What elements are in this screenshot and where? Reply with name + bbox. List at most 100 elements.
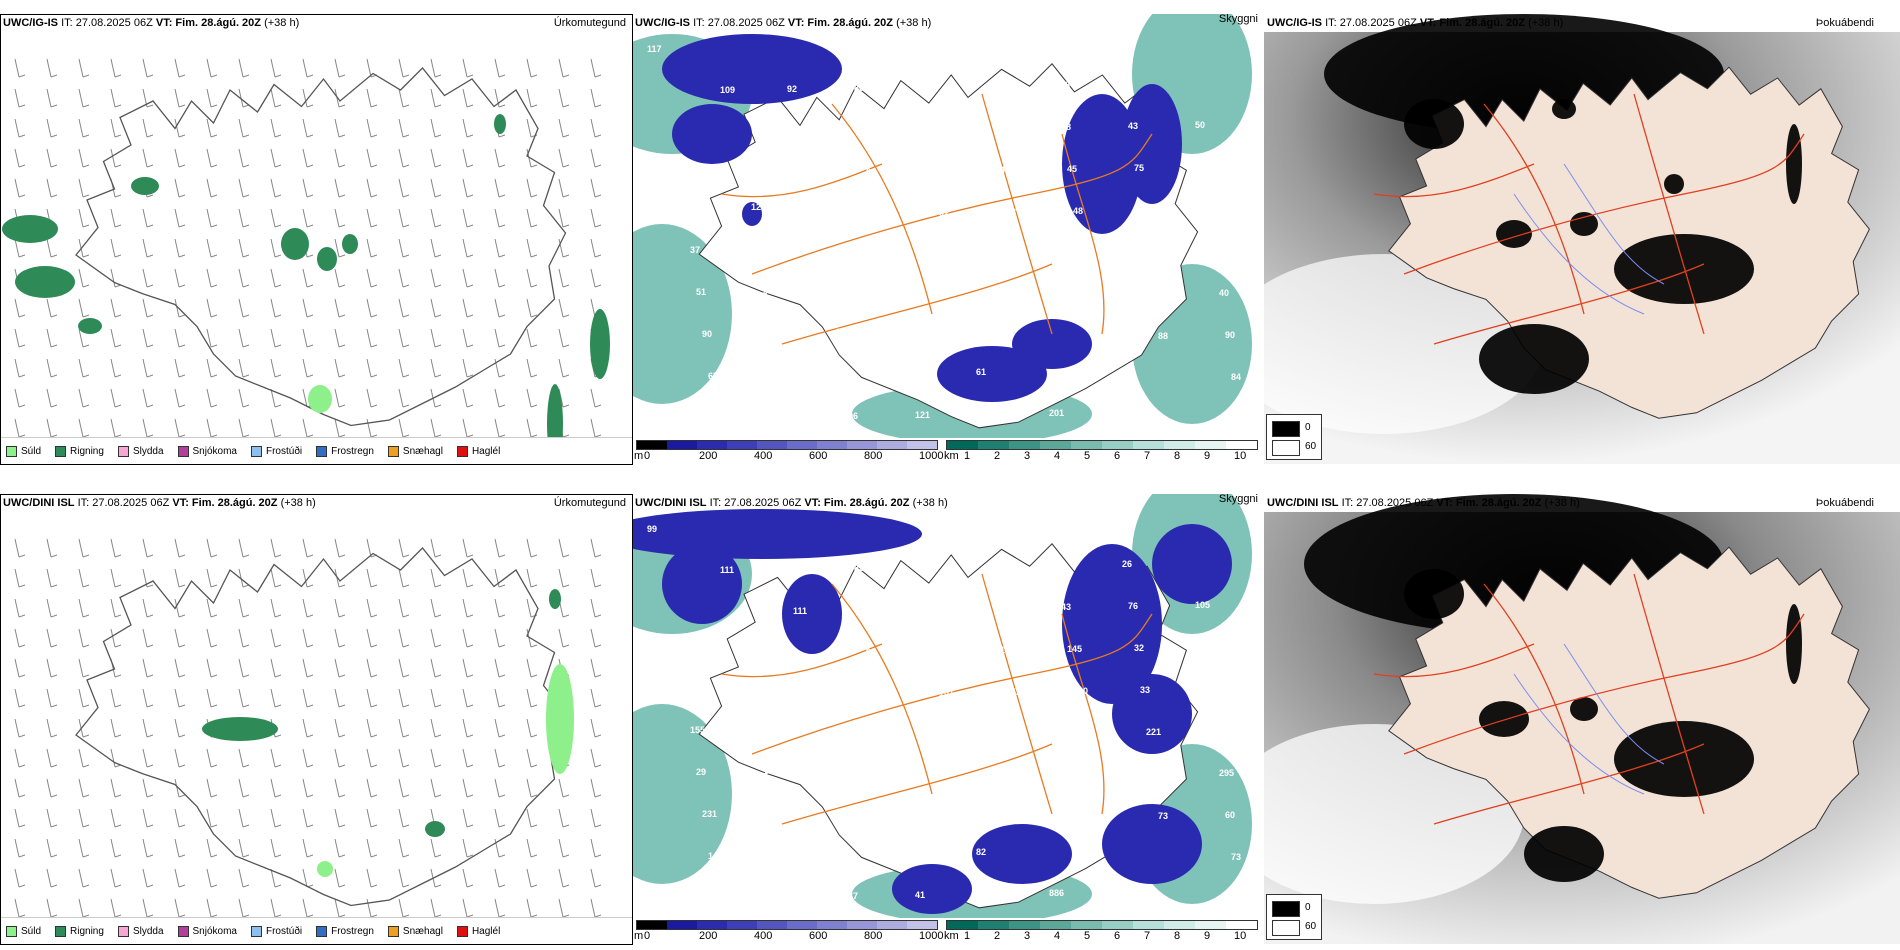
cloud-base-value: 100: [1073, 686, 1089, 696]
colorbar-tick: 10: [1234, 930, 1247, 942]
legend-swatch: [117, 925, 129, 937]
legend-item: Snjókoma: [177, 925, 237, 937]
rain-areas: [2, 114, 610, 464]
rain-area: [546, 664, 574, 774]
valid-label: VT:: [1419, 17, 1437, 29]
cloud-base-value: 43: [1061, 602, 1072, 612]
legend-item: Snjókoma: [177, 445, 237, 457]
cloud-base-value: 35: [903, 806, 914, 816]
cloud-base-value: 90: [702, 329, 713, 339]
cloud-base-value: 32: [1134, 643, 1145, 653]
rain-areas: [202, 589, 574, 877]
cloud-base-value: 34: [757, 724, 768, 734]
cloud-base-value: 40: [775, 850, 786, 860]
colorbar-tick: 2: [994, 930, 1001, 942]
valid-label: VT:: [1436, 497, 1453, 509]
rain-area: [78, 318, 102, 334]
rain-area: [494, 114, 506, 134]
lead-time: (+38 h): [912, 497, 948, 509]
fog-key-zero: 0: [1305, 422, 1311, 433]
colorbar-tick: 5: [1084, 450, 1091, 462]
cloud-base-value: 90: [793, 126, 804, 136]
legend-item: Súld: [6, 445, 41, 457]
cloud-base-value: 49: [684, 203, 695, 213]
rain-area: [317, 861, 333, 877]
colorbar-tick: 0: [644, 450, 651, 462]
cloud-base-value: 32: [903, 326, 914, 336]
panel-header: UWC/DINI ISL IT: 27.08.2025 06Z VT: Fim.…: [632, 494, 1264, 512]
cloud-base-value: 56: [763, 286, 774, 296]
cloud-base-value: 143: [708, 851, 724, 861]
precip-type-panel-top: UWC/IG-IS IT: 27.08.2025 06Z VT: Fim. 28…: [0, 14, 632, 464]
cloud-base-value: 90: [1079, 248, 1090, 258]
rain-area: [131, 177, 159, 195]
cloud-base-value: 75: [1134, 163, 1145, 173]
cloud-base-value: 100: [1152, 289, 1168, 299]
cloud-base-value: 247: [781, 892, 797, 902]
legend-label: Súld: [21, 925, 42, 937]
cloud-base-value: 45: [1146, 247, 1157, 257]
rain-area: [15, 266, 75, 298]
iceland-outline: [1388, 66, 1870, 419]
lead-time: (+38 h): [1544, 497, 1580, 509]
legend-item: Snæhagl: [387, 445, 443, 457]
legend-swatch: [456, 445, 468, 457]
precip-legend: Súld Rigning Slydda Snjókoma Frostúði Frostre…: [0, 437, 632, 464]
lead-time: (+38 h): [264, 17, 300, 29]
valid-label: VT:: [804, 497, 821, 509]
legend-swatch: [250, 445, 262, 457]
colorbar-tick: 600: [809, 450, 828, 462]
fog-panel-top: UWC/IG-IS IT: 27.08.2025 06Z VT: Fim. 28…: [1264, 14, 1900, 464]
colorbar-tick: 200: [699, 930, 718, 942]
legend-swatch: [387, 925, 399, 937]
legend-label: Rigning: [70, 445, 104, 457]
cloud-base-value: 43: [1000, 165, 1011, 175]
colorbar-tick: 8: [1174, 930, 1181, 942]
colorbar-unit: km: [944, 930, 959, 942]
cloud-base-value: 201: [1049, 408, 1065, 418]
colorbar-tick: 9: [1204, 450, 1211, 462]
legend-swatch: [55, 445, 67, 457]
cloud-base-value: 51: [696, 287, 707, 297]
legend-swatch: [177, 445, 189, 457]
cloud-base-value: 49: [684, 683, 695, 693]
cloud-base-value: 113: [1213, 726, 1228, 736]
rain-area: [342, 234, 358, 254]
cloud-base-value: 145: [1067, 644, 1083, 654]
cloud-map: [632, 14, 1264, 444]
cloud-base-value: 111: [720, 565, 735, 575]
cloud-base-value: 127: [988, 81, 1004, 91]
cloud-base-value: 106: [927, 124, 943, 134]
cloud-panel-top: UWC/IG-IS IT: 27.08.2025 06Z VT: Fim. 28…: [632, 14, 1264, 464]
cloud-base-value: 48: [842, 369, 853, 379]
model-name: UWC/IG-IS: [1267, 17, 1322, 29]
cloud-base-value: 221: [1146, 727, 1162, 737]
cloud-base-value: 96: [848, 411, 859, 421]
road-network: [721, 573, 1153, 825]
cloud-base-value: 83: [854, 563, 865, 573]
precip-map: [2, 58, 610, 464]
cloud-base-value: 138: [994, 603, 1010, 613]
cloud-base-value: 73: [1158, 811, 1169, 821]
cloud-base-value: 92: [939, 208, 950, 218]
init-time: IT: 27.08.2025 06Z: [1341, 497, 1434, 509]
cloud-base-value: 295: [1219, 768, 1235, 778]
legend-label: Haglél: [471, 925, 501, 937]
cloud-base-value: 33: [1140, 685, 1151, 695]
iceland-outline: [75, 547, 567, 907]
legend-swatch: [456, 925, 468, 937]
wind-barbs: [14, 538, 602, 918]
lead-time: (+38 h): [896, 17, 932, 29]
cloud-base-value: 68: [678, 641, 689, 651]
cloud-base-value: 37: [690, 245, 701, 255]
colorbar-unit: km: [944, 450, 959, 462]
product-name: Skyggni: [1218, 14, 1258, 25]
cloud-base-value: 100: [1152, 769, 1168, 779]
cloud-base-value: 111: [927, 604, 942, 614]
cloud-base-value: 37: [848, 891, 859, 901]
model-name: UWC/DINI ISL: [635, 497, 707, 509]
legend-label: Slydda: [132, 925, 164, 937]
cloud-base-value: 6: [909, 368, 915, 378]
colorbar-tick: 8: [1174, 450, 1181, 462]
cloud-base-value: 48: [1073, 206, 1084, 216]
